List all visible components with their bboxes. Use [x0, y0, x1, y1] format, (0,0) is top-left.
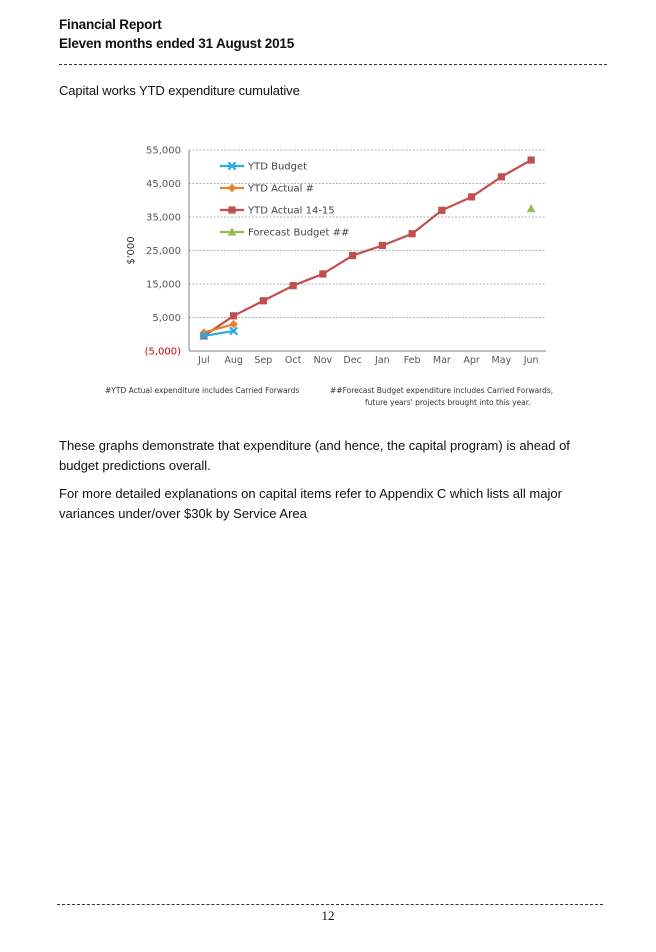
legend-label-ytd-actual: YTD Actual #	[247, 184, 314, 195]
data-point-ytd-budget	[229, 326, 239, 336]
x-tick-label: Oct	[285, 355, 302, 366]
x-tick-label: Aug	[224, 355, 243, 366]
report-title: Financial Report	[59, 17, 162, 32]
data-point-ytd-actual-14-15	[230, 312, 238, 320]
data-point-ytd-actual-14-15	[438, 206, 446, 214]
legend-marker-ytd-budget	[227, 161, 237, 171]
x-tick-label: Nov	[314, 355, 333, 366]
y-tick-label: 35,000	[146, 213, 181, 224]
data-point-ytd-actual-14-15	[378, 241, 386, 250]
y-tick-label: 55,000	[146, 146, 181, 157]
data-point-ytd-actual-14-15	[527, 156, 535, 164]
x-tick-label: Apr	[463, 355, 480, 366]
data-point-ytd-actual-14-15	[497, 173, 505, 181]
legend-label-forecast-budget: Forecast Budget ##	[248, 228, 349, 239]
footnote-actual: #YTD Actual expenditure includes Carried…	[105, 386, 300, 395]
x-tick-label: Feb	[404, 355, 421, 366]
x-tick-label: Sep	[254, 355, 272, 366]
report-header: Financial Report Eleven months ended 31 …	[59, 15, 294, 53]
series-line-ytd-actual-14-15	[203, 159, 532, 337]
x-tick-label: Dec	[343, 355, 361, 366]
data-point-ytd-actual-14-15	[319, 270, 327, 278]
legend-label-ytd-actual-14-15: YTD Actual 14-15	[247, 206, 335, 217]
paragraph-appendix-reference: For more detailed explanations on capita…	[59, 486, 562, 521]
legend-label-ytd-budget: YTD Budget	[247, 162, 307, 173]
data-point-ytd-actual-14-15	[349, 251, 357, 260]
section-title: Capital works YTD expenditure cumulative	[59, 83, 300, 98]
y-tick-label: 5,000	[152, 313, 181, 324]
legend-marker-ytd-actual	[227, 183, 237, 193]
data-point-ytd-actual-14-15	[289, 282, 297, 290]
legend-marker-forecast-budget	[227, 227, 237, 236]
x-tick-label: Jun	[523, 355, 539, 366]
y-tick-label: 15,000	[146, 280, 181, 291]
legend-marker-ytd-actual-14-15	[228, 206, 236, 214]
data-point-ytd-actual-14-15	[468, 193, 476, 201]
series-line-ytd-actual	[203, 323, 234, 334]
report-period: Eleven months ended 31 August 2015	[59, 36, 295, 51]
capital-works-chart: (5,000) 5,000 15,000 25,000 35,000 45,000 55,0…	[126, 146, 546, 366]
footer-divider	[57, 904, 603, 905]
footnote-forecast-line1: ##Forecast Budget expenditure includes C…	[330, 386, 554, 395]
y-tick-label: 45,000	[146, 179, 181, 190]
data-point-ytd-actual	[229, 320, 238, 329]
paragraph-summary: These graphs demonstrate that expenditur…	[59, 438, 570, 473]
x-tick-label: Mar	[433, 355, 451, 366]
data-point-ytd-actual-14-15	[408, 230, 416, 238]
footnote-forecast-line2: future years' projects brought into this…	[365, 398, 531, 407]
data-point-forecast-budget	[526, 204, 536, 213]
y-tick-label: 25,000	[146, 246, 181, 257]
x-tick-label: Jul	[197, 355, 209, 366]
page-number: 12	[321, 908, 335, 923]
data-point-ytd-budget	[199, 331, 209, 341]
data-point-ytd-actual-14-15	[259, 297, 267, 305]
series-line-ytd-budget	[203, 329, 234, 338]
y-tick-label: (5,000)	[145, 347, 182, 358]
header-divider	[59, 64, 607, 65]
y-axis-label: $'000	[126, 236, 137, 264]
x-tick-label: Jan	[374, 355, 390, 366]
x-tick-label: May	[492, 355, 512, 366]
